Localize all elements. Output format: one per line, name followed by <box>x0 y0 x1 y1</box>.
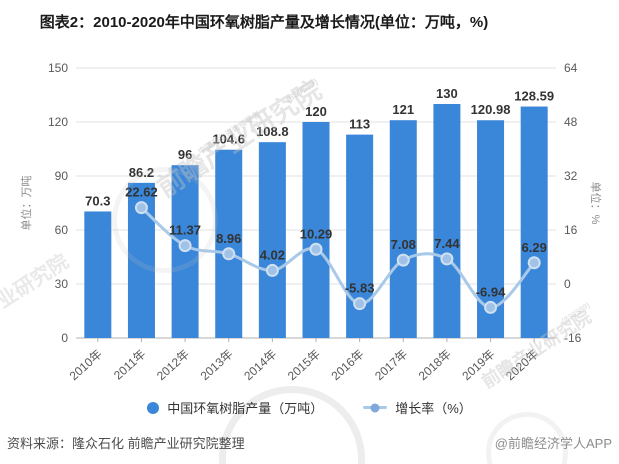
left-axis-tick-label: 0 <box>61 331 68 345</box>
right-axis-tick-label: 32 <box>564 169 578 183</box>
left-axis-tick-label: 90 <box>55 169 69 183</box>
line-value-label: -5.83 <box>345 281 375 296</box>
bar-value-label: 120.98 <box>471 102 511 117</box>
bar-value-label: 108.8 <box>256 124 289 139</box>
growth-rate-line <box>140 206 536 309</box>
credit-text: @前瞻经济学人APP <box>494 436 612 451</box>
line-value-label: 4.02 <box>260 247 285 262</box>
line-marker <box>527 256 541 270</box>
bar-2017年 <box>389 120 417 338</box>
line-marker <box>396 253 410 267</box>
right-axis-tick-label: 64 <box>564 61 578 75</box>
x-axis-label: 2015年 <box>285 347 323 383</box>
footer: 资料来源：隆众石化 前瞻产业研究院整理 @前瞻经济学人APP <box>7 433 612 452</box>
bar-2018年 <box>433 104 461 338</box>
line-value-label: -6.94 <box>476 284 506 299</box>
x-axis-label: 2017年 <box>372 347 410 383</box>
bar-2020年 <box>520 106 548 339</box>
x-axis-label: 2014年 <box>241 347 279 383</box>
line-marker <box>222 247 236 261</box>
line-marker <box>178 239 192 253</box>
legend-item-growth-rate: 增长率（%） <box>363 398 472 417</box>
right-axis-unit-label: 单位：% <box>589 182 603 225</box>
bar-value-label: 86.2 <box>129 165 154 180</box>
bar-2014年 <box>258 142 286 338</box>
bar-2013年 <box>215 149 243 338</box>
x-axis-label: 2011年 <box>111 347 148 383</box>
right-axis-tick-label: 16 <box>564 223 578 237</box>
x-axis-label: 2018年 <box>416 347 454 383</box>
legend: 中国环氧树脂产量（万吨） 增长率（%） <box>0 398 619 417</box>
left-axis-unit-label: 单位：万吨 <box>19 176 33 231</box>
bar-value-label: 121 <box>392 102 414 117</box>
bar-value-label: 96 <box>178 147 192 162</box>
x-axis-label: 2013年 <box>198 347 236 383</box>
line-value-label: 6.29 <box>522 240 547 255</box>
legend-item-production: 中国环氧树脂产量（万吨） <box>147 398 323 417</box>
bar-value-label: 120 <box>305 104 327 119</box>
x-axis-label: 2016年 <box>329 347 367 383</box>
bar-series-legend-marker <box>147 401 160 414</box>
x-axis-label: 2012年 <box>154 347 192 383</box>
legend-label-growth-rate: 增长率（%） <box>395 401 472 416</box>
line-value-label: 7.08 <box>391 237 416 252</box>
line-value-label: 7.44 <box>434 236 460 251</box>
right-axis-tick-label: -16 <box>564 331 582 345</box>
line-marker <box>440 252 454 266</box>
bar-value-label: 130 <box>436 86 458 101</box>
line-marker <box>309 242 323 256</box>
bar-2015年 <box>302 122 330 338</box>
bar-value-label: 104.6 <box>212 132 245 147</box>
x-axis-label: 2019年 <box>459 347 497 383</box>
line-series-legend-marker <box>363 403 388 412</box>
right-axis-tick-label: 0 <box>564 277 571 291</box>
line-marker <box>265 263 279 277</box>
line-marker <box>484 300 498 314</box>
line-value-label: 11.37 <box>169 223 201 238</box>
line-value-label: 8.96 <box>216 231 241 246</box>
right-axis-tick-label: 48 <box>564 115 578 129</box>
source-text: 资料来源：隆众石化 前瞻产业研究院整理 <box>7 436 245 451</box>
chart-title: 图表2：2010-2020年中国环氧树脂产量及增长情况(单位：万吨，%) <box>39 14 489 31</box>
left-axis-tick-label: 30 <box>55 277 69 291</box>
left-axis-tick-label: 60 <box>55 223 69 237</box>
x-axis-label: 2020年 <box>503 347 541 383</box>
left-axis-tick-label: 150 <box>48 61 68 75</box>
line-marker <box>134 201 148 215</box>
bar-value-label: 113 <box>349 117 370 132</box>
line-value-label: 10.29 <box>300 226 333 241</box>
bar-2010年 <box>84 211 112 338</box>
left-axis-tick-label: 120 <box>48 115 68 129</box>
line-marker <box>353 297 367 311</box>
line-value-label: 22.62 <box>125 185 158 200</box>
x-axis-label: 2010年 <box>67 347 105 383</box>
bar-value-label: 70.3 <box>85 193 110 208</box>
bar-value-label: 128.59 <box>514 89 554 104</box>
legend-label-production: 中国环氧树脂产量（万吨） <box>167 401 324 416</box>
